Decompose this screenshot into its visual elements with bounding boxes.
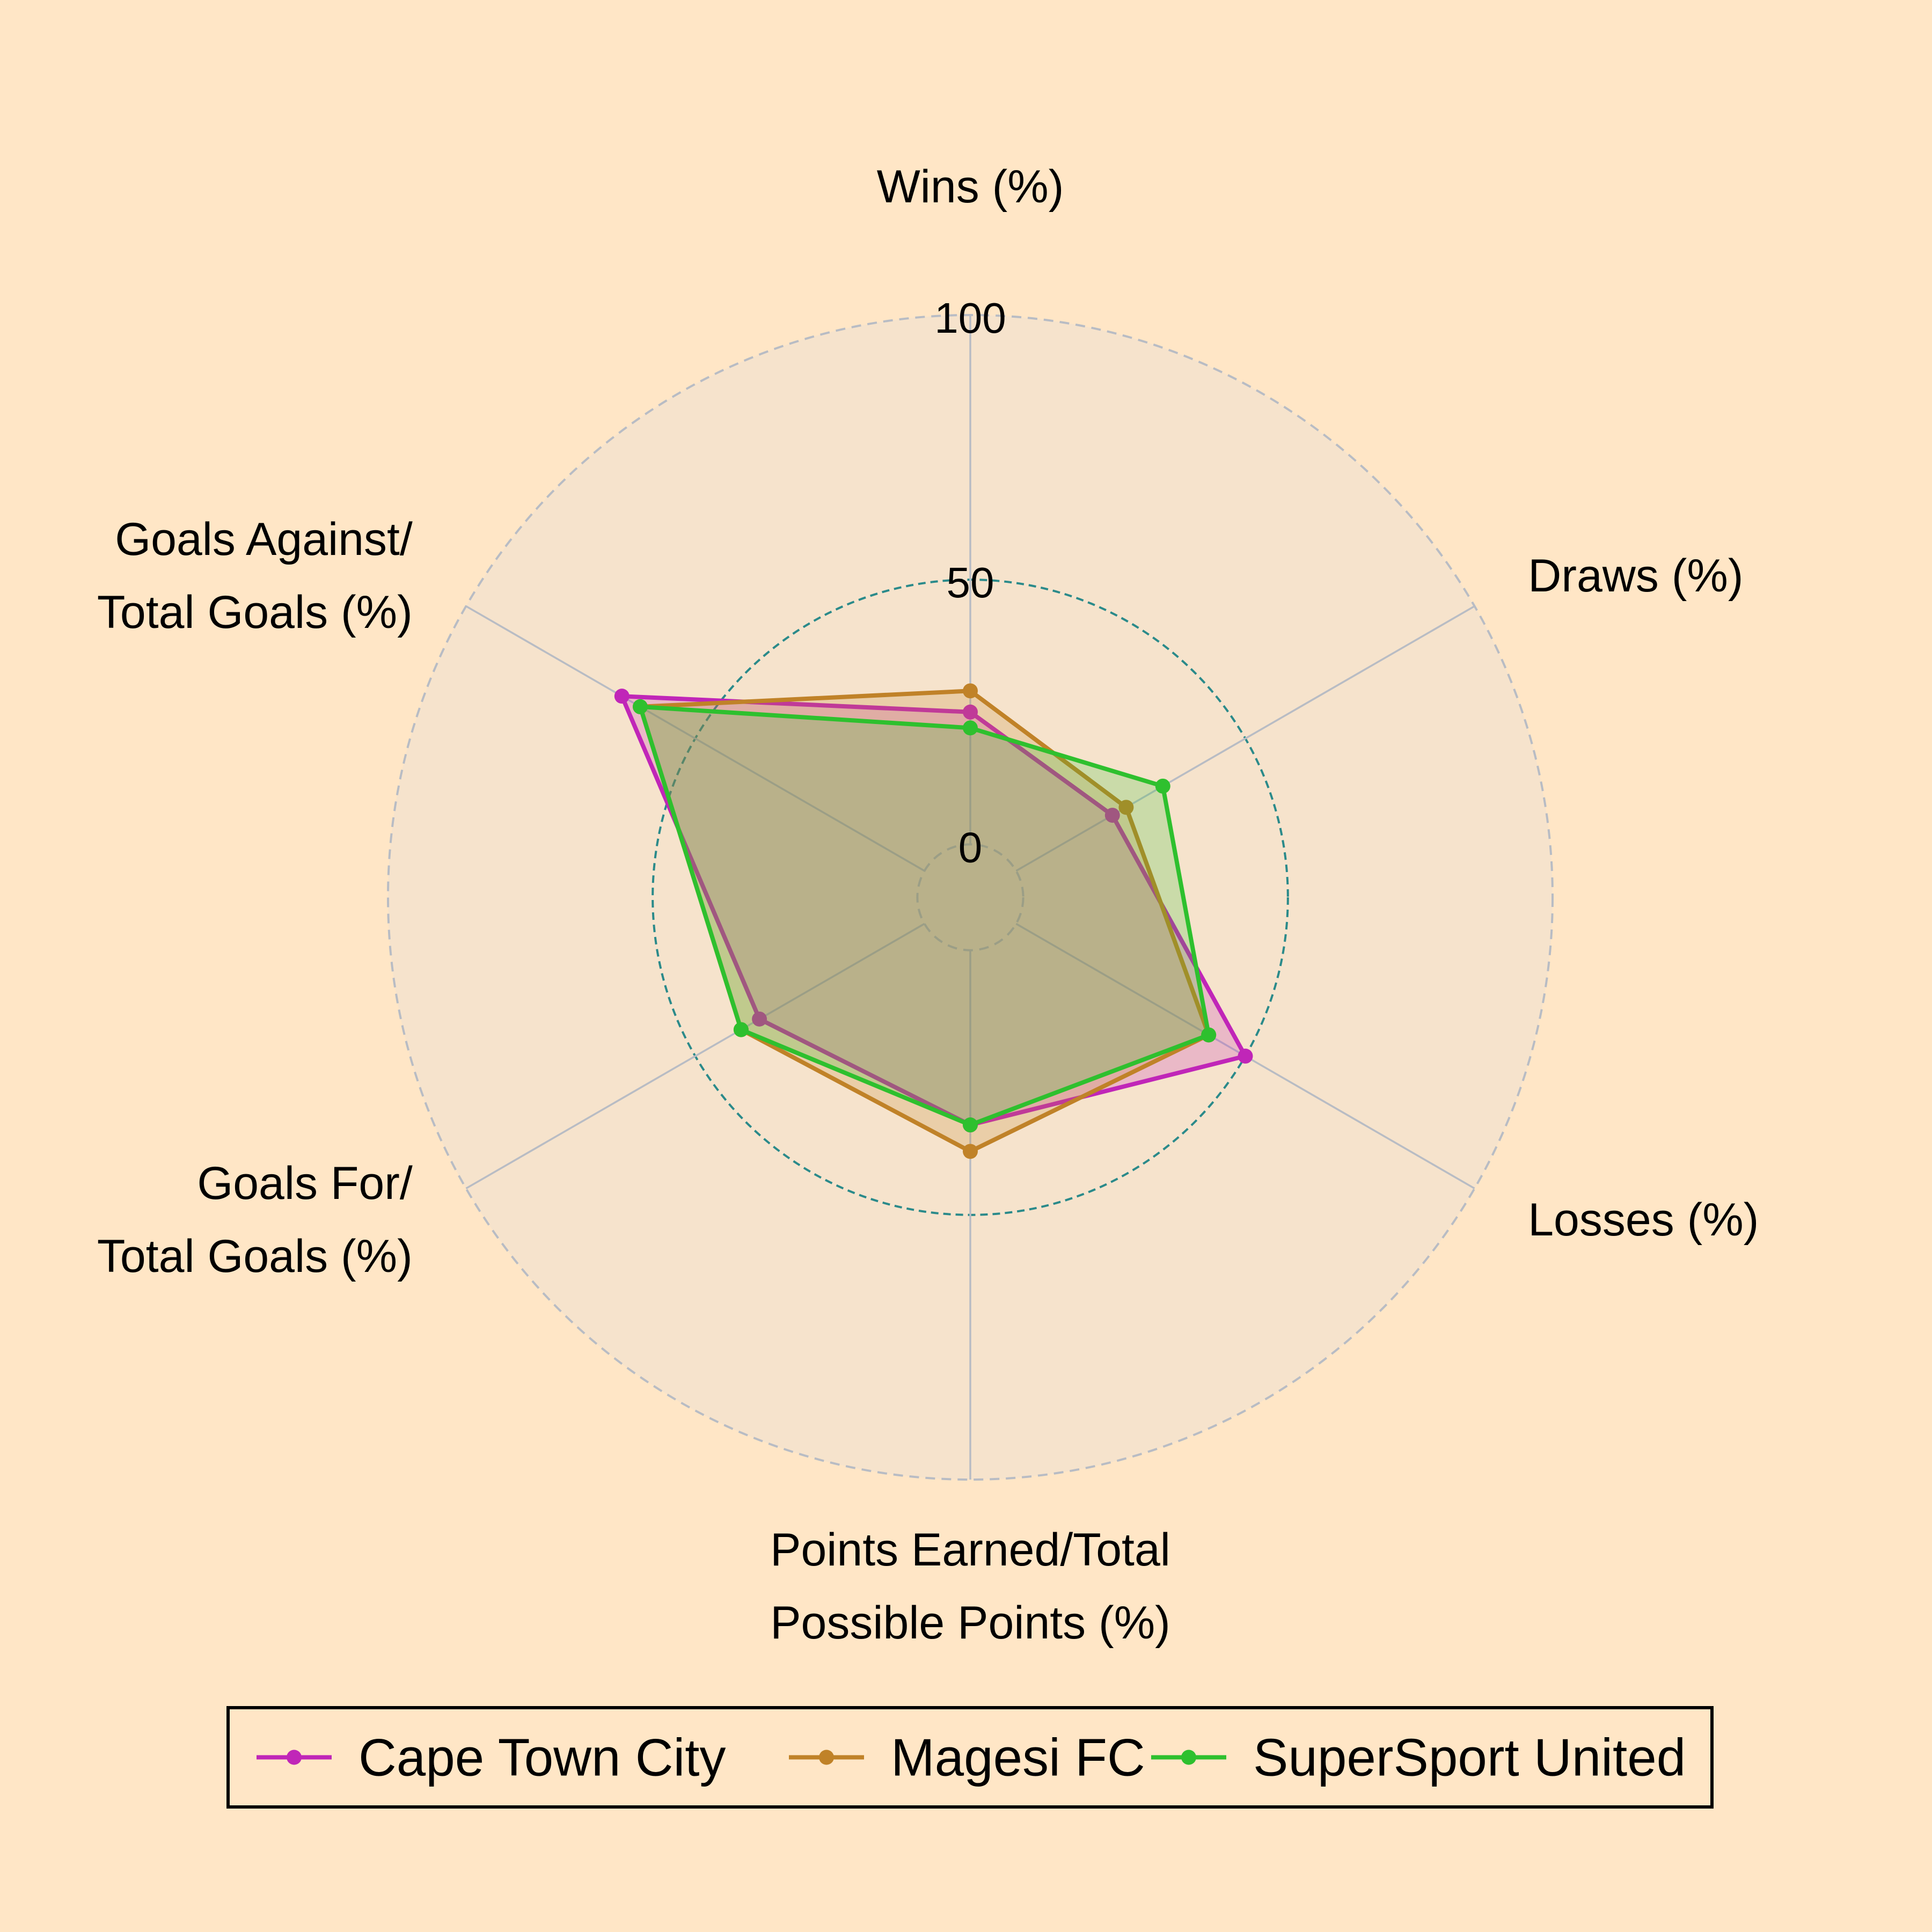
legend-marker-supersport-united — [1181, 1750, 1196, 1765]
axis-label-0: Wins (%) — [877, 161, 1064, 213]
series-point-magesi-fc-0 — [963, 683, 978, 699]
axis-label-2-line-0: Losses (%) — [1528, 1194, 1759, 1246]
spoke-5 — [465, 605, 925, 872]
series-point-supersport-united-1 — [1155, 778, 1170, 794]
series-point-cape-town-city-0 — [963, 704, 978, 720]
axis-label-3-line-0: Points Earned/Total — [770, 1524, 1170, 1576]
legend: Cape Town City Magesi FC SuperSport United — [226, 1706, 1714, 1809]
series-point-magesi-fc-1 — [1118, 800, 1134, 815]
legend-label-supersport-united: SuperSport United — [1253, 1728, 1686, 1787]
axis-label-0-line-0: Wins (%) — [877, 161, 1064, 213]
axis-label-1: Draws (%) — [1528, 550, 1743, 602]
spoke-1 — [1015, 605, 1475, 872]
series-point-supersport-united-2 — [1201, 1027, 1217, 1043]
legend-label-cape-town-city: Cape Town City — [358, 1728, 726, 1787]
axis-label-4: Goals For/Total Goals (%) — [97, 1158, 413, 1282]
axis-label-5: Goals Against/Total Goals (%) — [97, 514, 413, 638]
series-point-cape-town-city-5 — [614, 689, 630, 704]
axis-label-3-line-1: Possible Points (%) — [770, 1597, 1170, 1649]
plot-background — [388, 315, 1553, 1480]
legend-box — [226, 1706, 1714, 1809]
tick-label-50: 50 — [947, 559, 994, 606]
axis-label-5-line-0: Goals Against/ — [115, 514, 413, 565]
series-point-cape-town-city-4 — [752, 1011, 767, 1027]
series-point-cape-town-city-1 — [1104, 808, 1120, 823]
axis-label-4-line-0: Goals For/ — [197, 1158, 413, 1209]
legend-marker-cape-town-city — [287, 1750, 302, 1765]
series-point-supersport-united-3 — [963, 1117, 978, 1133]
series-point-magesi-fc-3 — [963, 1144, 978, 1159]
series-point-supersport-united-0 — [963, 720, 978, 736]
tick-label-0: 0 — [958, 823, 983, 871]
axis-label-5-line-1: Total Goals (%) — [97, 587, 413, 638]
plot-area: 0 50 100 Wins (%) Draws (%) Losses (%) Points … — [97, 161, 1759, 1649]
tick-label-100: 100 — [934, 294, 1006, 342]
series-point-cape-town-city-2 — [1238, 1048, 1253, 1064]
axis-label-1-line-0: Draws (%) — [1528, 550, 1743, 602]
axis-label-4-line-1: Total Goals (%) — [97, 1231, 413, 1282]
axis-label-3: Points Earned/Total Possible Points (%) — [770, 1524, 1170, 1649]
series-area-supersport-united — [640, 706, 1209, 1125]
spoke-4 — [465, 923, 925, 1190]
series-point-supersport-united-4 — [733, 1022, 749, 1037]
legend-marker-magesi-fc — [819, 1750, 834, 1765]
legend-label-magesi-fc: Magesi FC — [891, 1728, 1145, 1787]
series-area-magesi-fc — [640, 691, 1209, 1152]
axis-label-2: Losses (%) — [1528, 1194, 1759, 1246]
series-area-cape-town-city — [621, 696, 1246, 1125]
series-point-supersport-united-5 — [632, 699, 648, 714]
